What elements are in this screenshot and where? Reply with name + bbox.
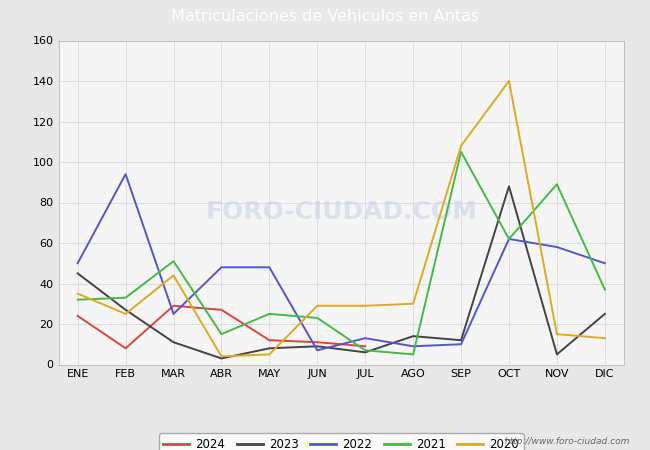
2022 xyxy=(505,236,513,242)
2023 xyxy=(122,307,129,312)
2024 xyxy=(265,338,273,343)
2023 xyxy=(313,344,321,349)
2021 xyxy=(170,258,177,264)
2023 xyxy=(457,338,465,343)
2020 xyxy=(553,331,561,337)
Line: 2024: 2024 xyxy=(77,306,365,348)
2023 xyxy=(170,339,177,345)
2020 xyxy=(601,336,609,341)
2021 xyxy=(122,295,129,301)
2021 xyxy=(457,149,465,155)
2020 xyxy=(410,301,417,306)
2022 xyxy=(170,311,177,317)
2022 xyxy=(361,336,369,341)
2024 xyxy=(313,339,321,345)
2021 xyxy=(73,297,81,302)
2021 xyxy=(505,236,513,242)
2021 xyxy=(410,352,417,357)
Line: 2021: 2021 xyxy=(77,152,605,355)
2022 xyxy=(73,261,81,266)
Line: 2020: 2020 xyxy=(77,81,605,356)
2022 xyxy=(457,342,465,347)
Line: 2023: 2023 xyxy=(77,186,605,358)
2024 xyxy=(361,344,369,349)
2022 xyxy=(122,171,129,177)
2021 xyxy=(313,315,321,320)
2021 xyxy=(553,181,561,187)
2023 xyxy=(361,350,369,355)
2020 xyxy=(265,352,273,357)
2021 xyxy=(361,347,369,353)
Text: FORO-CIUDAD.COM: FORO-CIUDAD.COM xyxy=(205,200,477,224)
2021 xyxy=(265,311,273,317)
2020 xyxy=(218,354,226,359)
2024 xyxy=(218,307,226,312)
2022 xyxy=(313,347,321,353)
Line: 2022: 2022 xyxy=(77,174,605,350)
2022 xyxy=(601,261,609,266)
Legend: 2024, 2023, 2022, 2021, 2020: 2024, 2023, 2022, 2021, 2020 xyxy=(159,433,524,450)
2020 xyxy=(313,303,321,309)
2023 xyxy=(410,333,417,339)
2023 xyxy=(218,356,226,361)
2022 xyxy=(265,265,273,270)
2020 xyxy=(122,311,129,317)
2024 xyxy=(170,303,177,309)
2023 xyxy=(265,346,273,351)
Text: http://www.foro-ciudad.com: http://www.foro-ciudad.com xyxy=(505,436,630,446)
2020 xyxy=(457,143,465,148)
2023 xyxy=(505,184,513,189)
2020 xyxy=(361,303,369,309)
Text: Matriculaciones de Vehiculos en Antas: Matriculaciones de Vehiculos en Antas xyxy=(171,9,479,24)
2021 xyxy=(218,331,226,337)
2022 xyxy=(410,344,417,349)
2024 xyxy=(122,346,129,351)
2021 xyxy=(601,287,609,292)
2024 xyxy=(73,313,81,319)
2020 xyxy=(170,273,177,278)
2020 xyxy=(73,291,81,297)
2023 xyxy=(601,311,609,317)
2023 xyxy=(73,270,81,276)
2022 xyxy=(218,265,226,270)
2022 xyxy=(553,244,561,250)
2023 xyxy=(553,352,561,357)
2020 xyxy=(505,78,513,84)
